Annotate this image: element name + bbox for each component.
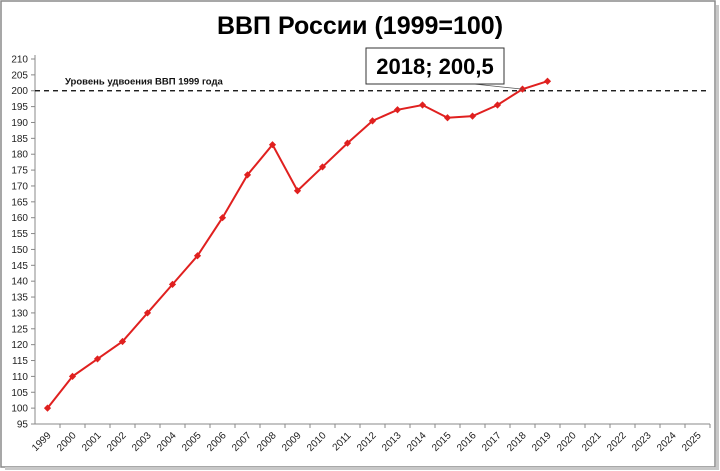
y-tick-label: 155 [11,229,28,240]
y-tick-label: 165 [11,197,28,208]
data-point [318,163,327,171]
y-tick-label: 205 [11,70,28,81]
data-point [468,112,477,120]
data-point [343,139,352,147]
y-tick-label: 195 [11,102,28,113]
data-point [243,171,252,179]
data-point [418,101,427,109]
data-point [268,141,277,149]
y-tick-label: 210 [11,55,28,66]
y-tick-label: 150 [11,245,28,256]
y-tick-label: 170 [11,181,28,192]
data-point [43,404,52,412]
reference-label: Уровень удвоения ВВП 1999 года [65,77,224,88]
y-tick-label: 160 [11,213,28,224]
y-tick-label: 95 [17,420,29,431]
chart-title: ВВП России (1999=100) [217,12,503,40]
y-tick-label: 125 [11,324,28,335]
data-point [193,252,202,260]
y-tick-label: 105 [11,388,28,399]
annotation-box [365,47,505,85]
data-point [493,101,502,109]
data-point [443,114,452,122]
y-tick-label: 110 [12,372,28,383]
y-tick-label: 180 [11,150,28,161]
data-point [143,309,152,317]
y-tick-label: 130 [11,308,28,319]
annotation-leader [473,83,523,90]
data-point [118,337,127,346]
data-point [93,355,102,363]
data-point [68,372,77,380]
y-tick-label: 185 [11,134,28,145]
data-point [293,187,302,195]
y-tick-label: 115 [12,356,28,367]
y-tick-label: 140 [11,277,28,288]
y-tick-label: 100 [11,404,28,415]
data-point [368,117,377,125]
y-tick-label: 135 [11,293,28,304]
frame-shadow [716,5,719,469]
frame-shadow [5,467,719,470]
y-tick-label: 190 [11,118,28,129]
data-point [218,214,227,222]
data-point [543,77,552,85]
data-point [393,106,402,114]
annotation-text: 2018; 200,5 [376,54,493,79]
data-point [168,280,177,288]
y-tick-label: 175 [11,166,28,177]
y-tick-label: 200 [11,86,28,97]
y-tick-label: 120 [11,340,28,351]
y-tick-label: 145 [11,261,28,272]
